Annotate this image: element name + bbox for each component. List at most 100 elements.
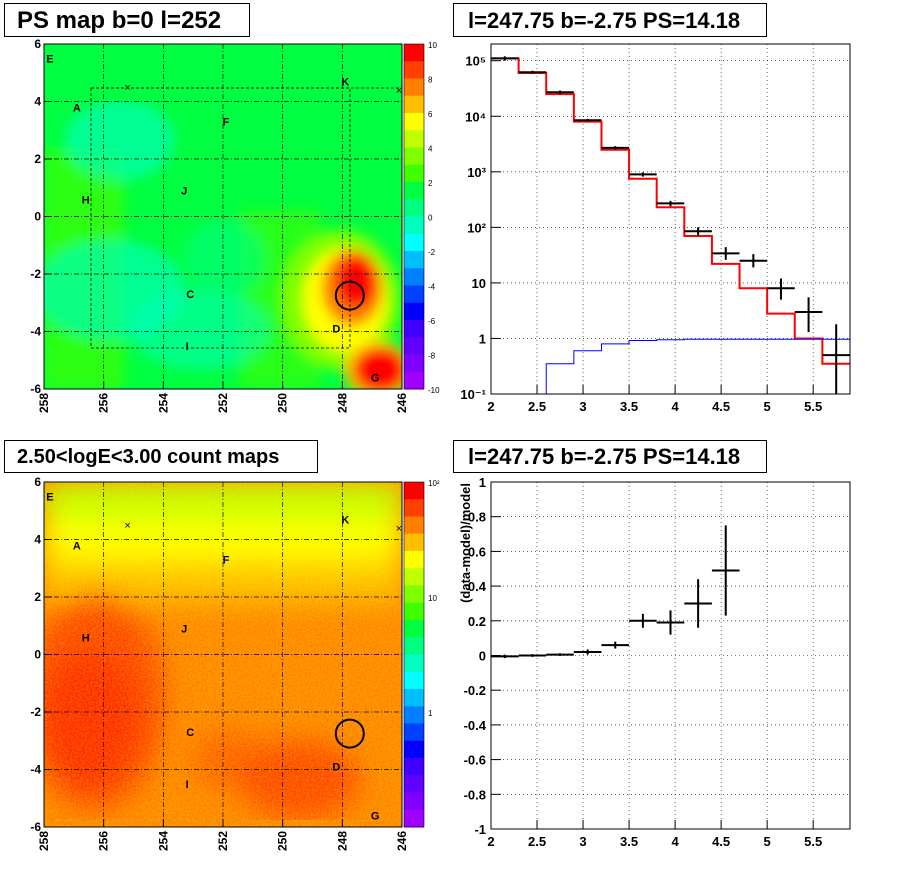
- y-tick-label: 10⁴: [465, 109, 486, 124]
- y-tick-label: 0: [479, 649, 486, 664]
- palette-swatch: [404, 533, 424, 552]
- palette-swatch: [404, 602, 424, 621]
- cross-marker: ×: [396, 85, 402, 97]
- y-tick-label: -6: [30, 820, 41, 834]
- x-tick-label: 246: [395, 393, 409, 413]
- x-tick-label: 4: [671, 834, 679, 849]
- x-tick-label: 248: [335, 831, 349, 851]
- ps-map-xticks: 258 256 254 252 250 248 246: [37, 381, 409, 413]
- palette-swatch: [404, 758, 424, 776]
- y-tick-label: 0.2: [468, 614, 486, 629]
- y-tick-label: 6: [34, 475, 41, 489]
- palette-frame: [403, 481, 425, 828]
- ps-map-yticks: 6 4 2 0 -2 -4 -6: [30, 37, 52, 396]
- palette-swatch: [404, 182, 424, 200]
- palette-tick-label: -6: [428, 317, 436, 326]
- source-label: G: [371, 373, 380, 385]
- count-map-grid: [44, 482, 402, 827]
- y-tick-label: -2: [30, 705, 41, 719]
- y-tick-label: 10⁻¹: [460, 387, 486, 402]
- y-tick-label: 4: [34, 533, 41, 547]
- y-tick-label: 0: [34, 648, 41, 662]
- y-tick-label: 10²: [467, 220, 486, 235]
- source-label: D: [332, 762, 340, 774]
- palette-swatch: [404, 637, 424, 655]
- x-tick-label: 254: [156, 831, 170, 851]
- palette-tick-label: 10²: [428, 479, 440, 488]
- palette-swatch: [404, 740, 424, 759]
- y-tick-label: 0.4: [468, 579, 487, 594]
- y-tick-label: 0.6: [468, 544, 486, 559]
- palette-tick-label: -8: [428, 352, 436, 361]
- palette-swatch: [404, 320, 424, 338]
- palette-swatch: [404, 620, 424, 638]
- y-tick-label: -2: [30, 267, 41, 281]
- source-label: K: [341, 514, 349, 526]
- x-tick-label: 4.5: [712, 834, 730, 849]
- count-map-xticks: 258 256 254 252 250 248 246: [37, 819, 409, 851]
- palette-swatch: [404, 78, 424, 97]
- x-tick-label: 254: [156, 393, 170, 413]
- palette-tick-label: 0: [428, 214, 433, 223]
- palette-swatch: [404, 516, 424, 535]
- source-label: C: [186, 727, 194, 739]
- palette-swatch: [404, 251, 424, 269]
- target-circle: [334, 280, 365, 311]
- spectrum-xticks: 2 2.5 3 3.5 4 4.5 5 5.5: [487, 385, 822, 414]
- x-tick-label: 5: [764, 399, 771, 414]
- source-label: E: [46, 491, 53, 503]
- x-tick-label: 5: [764, 834, 771, 849]
- x-tick-label: 258: [37, 393, 51, 413]
- y-tick-label: -0.8: [464, 787, 486, 802]
- x-tick-label: 3.5: [620, 399, 638, 414]
- palette-swatch: [404, 337, 424, 355]
- title-ps-map: PS map b=0 l=252: [4, 3, 250, 37]
- palette-tick-label: 6: [428, 110, 433, 119]
- palette-swatch: [404, 302, 424, 321]
- x-tick-label: 3: [579, 399, 586, 414]
- palette-tick-label: 1: [428, 709, 433, 718]
- x-tick-label: 3: [579, 834, 586, 849]
- source-label: F: [223, 555, 230, 567]
- x-tick-label: 4: [671, 399, 679, 414]
- source-label: J: [181, 186, 187, 198]
- count-map-markers: E A K F J H C D I G × ×: [46, 491, 402, 822]
- y-tick-label: 10⁵: [465, 54, 486, 69]
- cross-marker: ×: [124, 520, 130, 532]
- y-tick-label: 0.8: [468, 510, 486, 525]
- x-tick-label: 252: [216, 393, 230, 413]
- source-label: C: [186, 289, 194, 301]
- source-label: J: [181, 624, 187, 636]
- x-tick-label: 248: [335, 393, 349, 413]
- x-tick-label: 2: [487, 834, 494, 849]
- palette-swatch: [404, 499, 424, 517]
- spectrum-yticks: 10⁻¹ 1 10 10² 10³ 10⁴ 10⁵: [460, 54, 501, 402]
- x-tick-label: 250: [276, 831, 290, 851]
- source-label: A: [73, 540, 81, 552]
- residual-xticks: 2 2.5 3 3.5 4 4.5 5 5.5: [487, 820, 822, 849]
- x-tick-label: 250: [276, 393, 290, 413]
- y-tick-label: 10: [472, 276, 486, 291]
- ps-map-markers: E A K F J H C D I G × ×: [46, 53, 402, 384]
- y-tick-label: -4: [30, 325, 41, 339]
- source-label: H: [82, 632, 90, 644]
- palette-swatch: [404, 113, 424, 131]
- palette-swatch: [404, 285, 424, 304]
- x-tick-label: 5.5: [804, 399, 822, 414]
- x-tick-label: 3.5: [620, 834, 638, 849]
- target-circle: [334, 718, 365, 749]
- palette-swatch: [404, 792, 424, 811]
- x-tick-label: 246: [395, 831, 409, 851]
- palette-tick-label: 10: [428, 594, 437, 603]
- y-tick-label: 10³: [467, 165, 486, 180]
- y-tick-label: -0.4: [464, 718, 487, 733]
- palette-swatch: [404, 654, 424, 673]
- palette-swatch: [404, 216, 424, 235]
- palette-tick-label: -2: [428, 248, 436, 257]
- palette-swatch: [404, 585, 424, 604]
- y-tick-label: -4: [30, 763, 41, 777]
- spectrum-series: [491, 56, 850, 394]
- count-palette: 10² 10 1: [403, 479, 440, 828]
